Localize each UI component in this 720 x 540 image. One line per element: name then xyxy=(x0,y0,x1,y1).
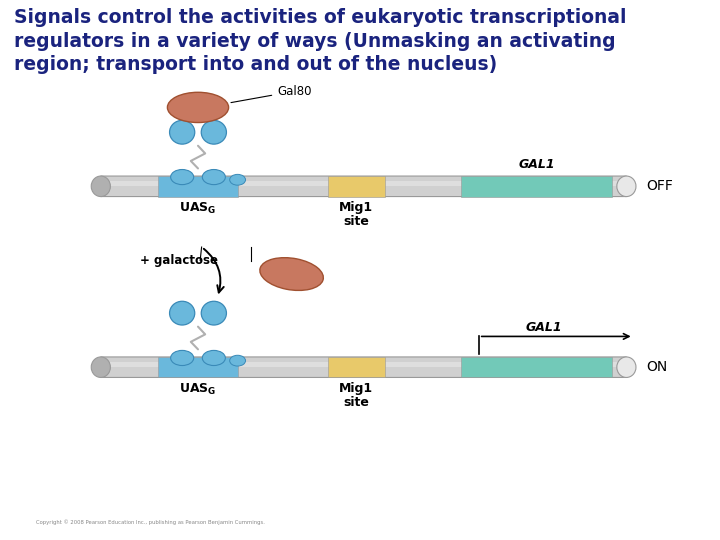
Ellipse shape xyxy=(230,355,246,366)
Text: GAL1: GAL1 xyxy=(518,158,554,171)
Text: Gal80: Gal80 xyxy=(231,85,312,103)
Bar xyxy=(461,357,612,377)
Bar xyxy=(101,362,626,367)
Ellipse shape xyxy=(202,170,225,185)
Ellipse shape xyxy=(202,301,227,325)
Ellipse shape xyxy=(171,170,194,185)
Text: ON: ON xyxy=(647,360,668,374)
Ellipse shape xyxy=(202,350,225,366)
FancyBboxPatch shape xyxy=(101,176,626,197)
Bar xyxy=(158,176,238,197)
Text: + galactose: + galactose xyxy=(140,254,218,267)
Ellipse shape xyxy=(170,120,194,144)
Text: GAL1: GAL1 xyxy=(526,321,562,334)
Ellipse shape xyxy=(202,120,227,144)
Ellipse shape xyxy=(167,92,229,123)
Bar xyxy=(158,357,238,377)
Text: Copyright © 2008 Pearson Education Inc., publishing as Pearson Benjamin Cummings: Copyright © 2008 Pearson Education Inc.,… xyxy=(36,519,265,525)
Ellipse shape xyxy=(91,176,110,197)
Ellipse shape xyxy=(91,357,110,377)
Ellipse shape xyxy=(170,301,194,325)
Text: UAS$_\mathregular{G}$: UAS$_\mathregular{G}$ xyxy=(179,382,217,397)
Ellipse shape xyxy=(230,174,246,185)
Text: Mig1
site: Mig1 site xyxy=(339,382,374,409)
Text: UAS$_\mathregular{G}$: UAS$_\mathregular{G}$ xyxy=(179,201,217,216)
Ellipse shape xyxy=(260,258,323,291)
Bar xyxy=(328,176,385,197)
Ellipse shape xyxy=(617,176,636,197)
Bar xyxy=(101,181,626,186)
Ellipse shape xyxy=(617,357,636,377)
Text: Mig1
site: Mig1 site xyxy=(339,201,374,228)
Text: Signals control the activities of eukaryotic transcriptional
regulators in a var: Signals control the activities of eukary… xyxy=(14,8,627,74)
Text: OFF: OFF xyxy=(647,179,673,193)
Bar xyxy=(461,176,612,197)
Bar xyxy=(328,357,385,377)
FancyBboxPatch shape xyxy=(101,357,626,377)
Ellipse shape xyxy=(171,350,194,366)
